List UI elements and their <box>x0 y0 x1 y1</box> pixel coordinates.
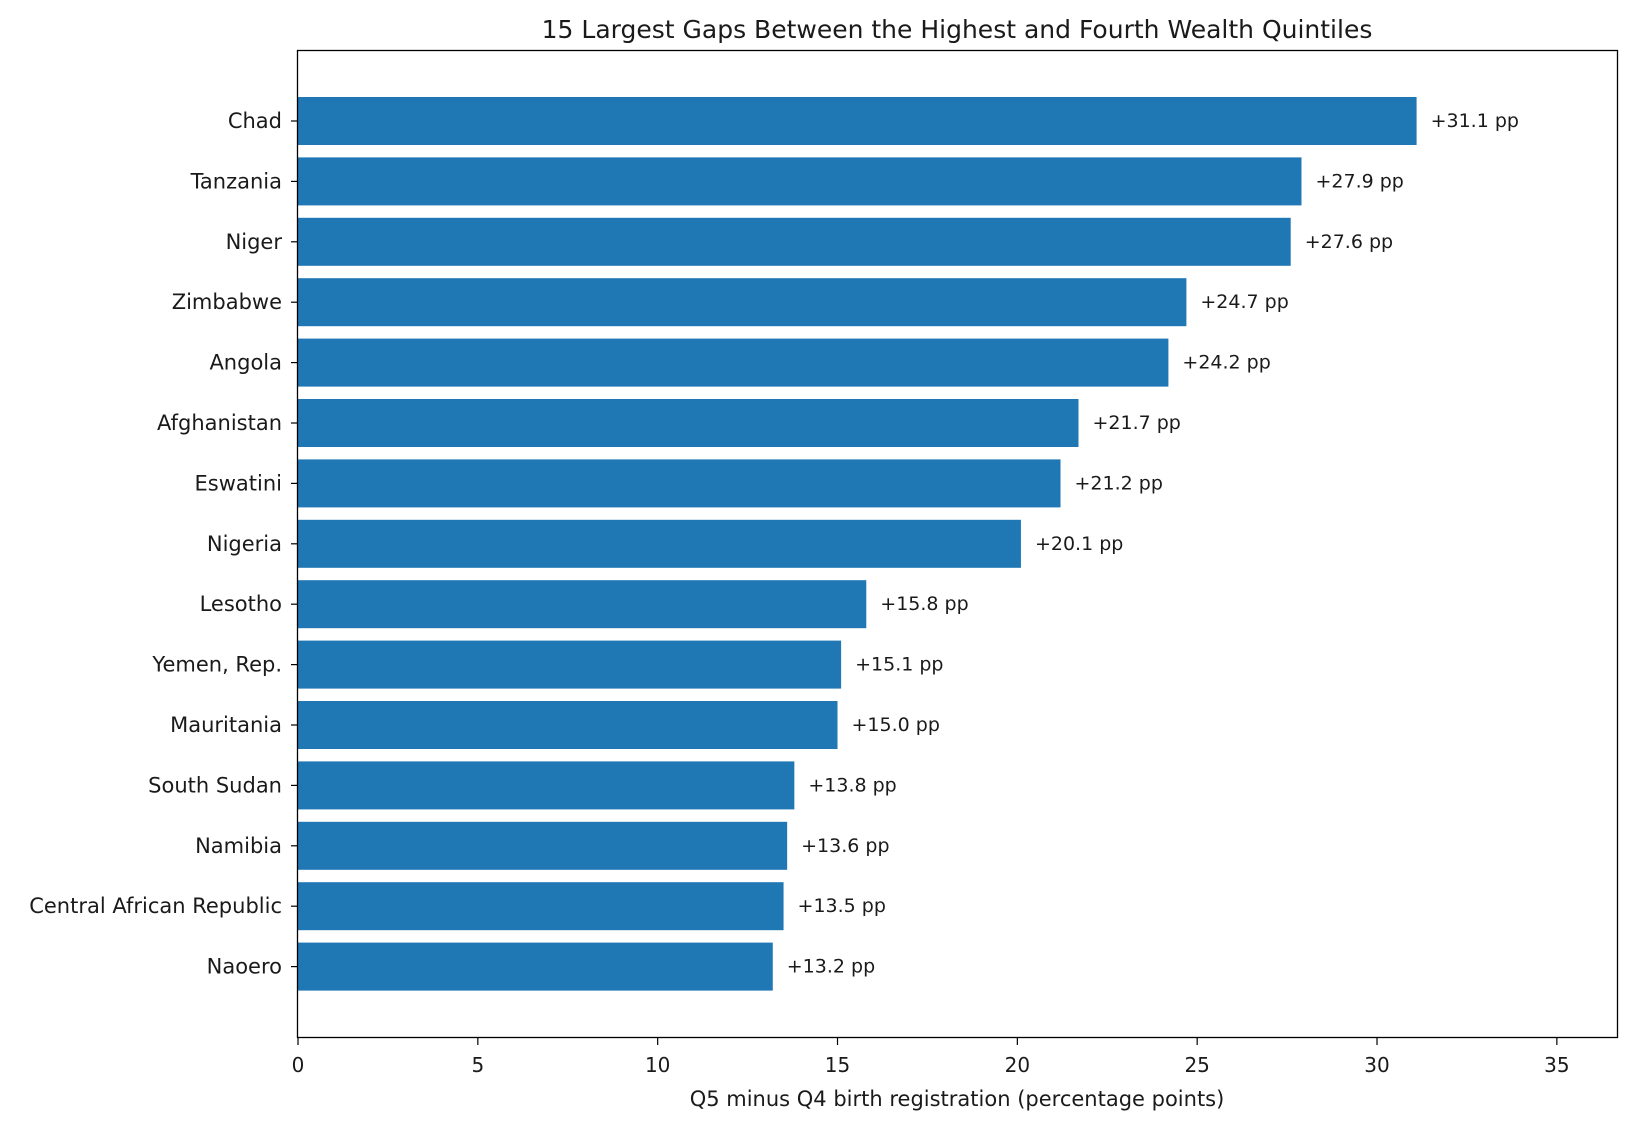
category-label-14: Naoero <box>207 955 282 979</box>
data-label-12: +13.6 pp <box>801 835 889 857</box>
ticks-layer <box>291 120 1558 1045</box>
category-label-1: Tanzania <box>190 169 282 193</box>
chart-title: 15 Largest Gaps Between the Highest and … <box>542 15 1373 44</box>
bar-0 <box>298 97 1417 145</box>
data-label-0: +31.1 pp <box>1431 110 1519 132</box>
data-label-2: +27.6 pp <box>1305 231 1393 253</box>
category-label-10: Mauritania <box>170 713 282 737</box>
x-axis-label: Q5 minus Q4 birth registration (percenta… <box>690 1087 1225 1111</box>
bar-12 <box>298 821 788 870</box>
data-label-1: +27.9 pp <box>1315 170 1403 192</box>
x-tick-label-3: 15 <box>825 1053 850 1077</box>
category-label-2: Niger <box>226 230 283 254</box>
category-label-7: Nigeria <box>207 532 282 556</box>
bar-6 <box>298 459 1061 508</box>
x-tick-label-4: 20 <box>1005 1053 1030 1077</box>
bar-11 <box>298 761 795 810</box>
bar-7 <box>298 519 1021 568</box>
category-label-9: Yemen, Rep. <box>151 653 282 677</box>
bar-9 <box>298 640 842 689</box>
data-label-13: +13.5 pp <box>798 895 886 917</box>
category-label-13: Central African Republic <box>29 894 282 918</box>
data-label-5: +21.7 pp <box>1092 412 1180 434</box>
category-label-11: South Sudan <box>148 773 282 797</box>
category-label-0: Chad <box>228 109 282 133</box>
bar-10 <box>298 701 838 749</box>
data-label-3: +24.7 pp <box>1200 291 1288 313</box>
x-tick-label-1: 5 <box>471 1053 484 1077</box>
category-label-5: Afghanistan <box>157 411 282 435</box>
data-label-7: +20.1 pp <box>1035 533 1123 555</box>
bar-13 <box>298 882 784 931</box>
bar-8 <box>298 580 867 629</box>
x-tick-label-2: 10 <box>645 1053 670 1077</box>
bar-14 <box>298 942 773 991</box>
data-label-11: +13.8 pp <box>808 774 896 796</box>
x-tick-label-7: 35 <box>1544 1053 1569 1077</box>
data-label-4: +24.2 pp <box>1182 352 1270 374</box>
data-label-14: +13.2 pp <box>787 956 875 978</box>
category-label-8: Lesotho <box>200 592 282 616</box>
category-label-12: Namibia <box>195 834 282 858</box>
data-label-8: +15.8 pp <box>880 593 968 615</box>
x-tick-label-6: 30 <box>1364 1053 1389 1077</box>
category-label-6: Eswatini <box>195 471 282 495</box>
category-label-4: Angola <box>209 351 282 375</box>
labels-layer: Chad +31.1 pp Tanzania +27.9 pp Niger +27.6 p… <box>29 109 1569 1077</box>
bar-3 <box>298 278 1187 327</box>
x-tick-label-0: 0 <box>292 1053 305 1077</box>
x-tick-label-5: 25 <box>1184 1053 1209 1077</box>
category-label-3: Zimbabwe <box>172 290 282 314</box>
data-label-6: +21.2 pp <box>1075 472 1163 494</box>
bar-2 <box>298 217 1291 266</box>
bar-4 <box>298 338 1169 387</box>
data-label-10: +15.0 pp <box>852 714 940 736</box>
bar-1 <box>298 157 1302 206</box>
data-label-9: +15.1 pp <box>855 654 943 676</box>
bars-layer <box>298 97 1417 991</box>
bar-5 <box>298 399 1079 447</box>
plot-frame <box>296 49 1619 1039</box>
